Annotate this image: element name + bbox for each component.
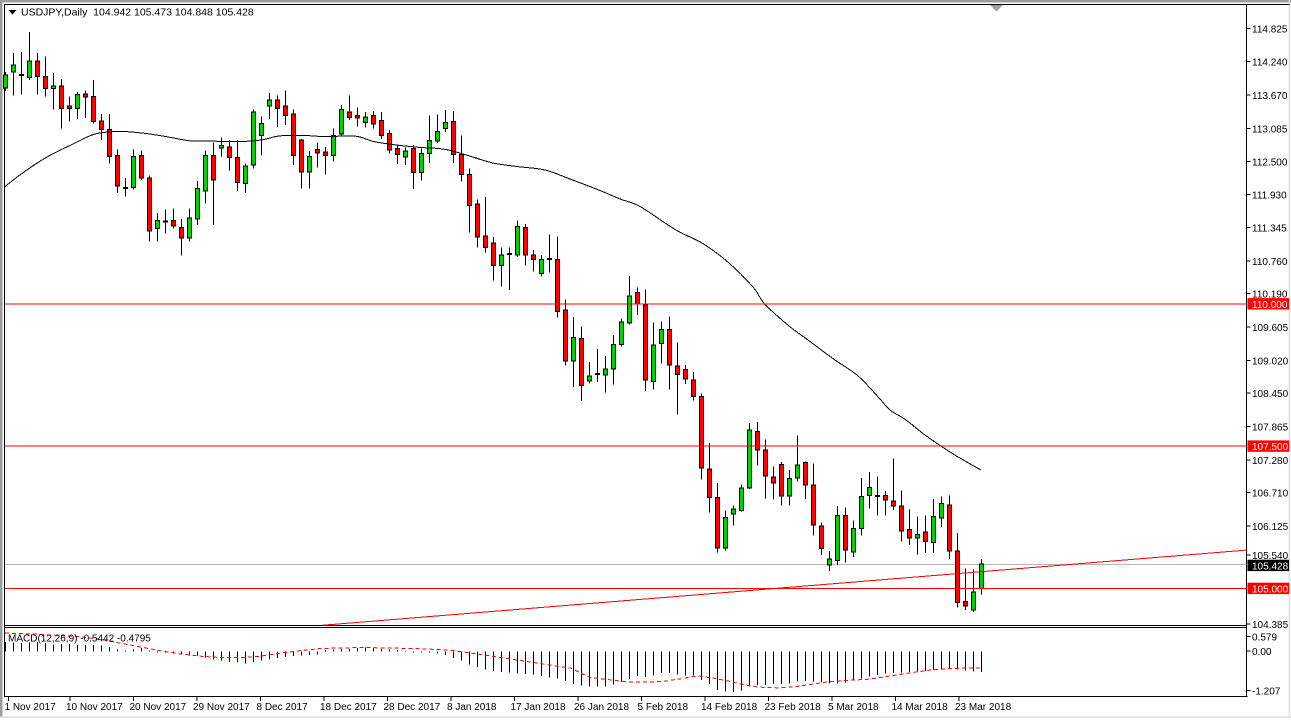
svg-text:0.579: 0.579 (1252, 632, 1277, 643)
svg-text:109.020: 109.020 (1252, 357, 1289, 368)
svg-text:107.500: 107.500 (1252, 442, 1289, 453)
svg-text:108.450: 108.450 (1252, 389, 1289, 400)
svg-text:20 Nov 2017: 20 Nov 2017 (130, 702, 187, 713)
svg-text:106.125: 106.125 (1252, 522, 1289, 533)
svg-text:109.605: 109.605 (1252, 323, 1289, 334)
svg-text:10 Nov 2017: 10 Nov 2017 (66, 702, 123, 713)
svg-text:110.190: 110.190 (1252, 290, 1288, 301)
svg-text:105.540: 105.540 (1252, 551, 1289, 562)
svg-text:14 Mar 2018: 14 Mar 2018 (892, 702, 949, 713)
svg-text:5 Mar 2018: 5 Mar 2018 (828, 702, 879, 713)
svg-text:107.280: 107.280 (1252, 456, 1289, 467)
svg-text:110.000: 110.000 (1252, 300, 1288, 311)
svg-text:23 Feb 2018: 23 Feb 2018 (765, 702, 822, 713)
svg-text:28 Dec 2017: 28 Dec 2017 (384, 702, 441, 713)
svg-text:105.428: 105.428 (1252, 561, 1289, 572)
svg-text:5 Feb 2018: 5 Feb 2018 (638, 702, 689, 713)
svg-text:8 Dec 2017: 8 Dec 2017 (257, 702, 309, 713)
svg-text:0.00: 0.00 (1252, 647, 1272, 658)
svg-text:113.085: 113.085 (1252, 124, 1288, 135)
svg-text:107.865: 107.865 (1252, 423, 1289, 434)
svg-text:105.000: 105.000 (1252, 584, 1289, 595)
svg-text:110.760: 110.760 (1252, 257, 1288, 268)
svg-text:1 Nov 2017: 1 Nov 2017 (5, 702, 57, 713)
svg-text:MACD(12,26,9) -0.5442 -0.4795: MACD(12,26,9) -0.5442 -0.4795 (8, 634, 151, 645)
svg-text:106.710: 106.710 (1252, 489, 1289, 500)
svg-text:112.500: 112.500 (1252, 158, 1288, 169)
svg-text:111.930: 111.930 (1252, 190, 1287, 201)
svg-text:114.240: 114.240 (1252, 58, 1288, 69)
svg-text:USDJPY,Daily 104.942 105.473: USDJPY,Daily 104.942 105.473 104.848 105… (21, 7, 254, 19)
svg-text:113.670: 113.670 (1252, 91, 1288, 102)
svg-text:-1.207: -1.207 (1252, 687, 1281, 698)
svg-text:14 Feb 2018: 14 Feb 2018 (701, 702, 758, 713)
svg-text:17 Jan 2018: 17 Jan 2018 (511, 702, 566, 713)
svg-text:18 Dec 2017: 18 Dec 2017 (320, 702, 377, 713)
svg-text:114.825: 114.825 (1252, 25, 1288, 36)
svg-text:8 Jan 2018: 8 Jan 2018 (447, 702, 497, 713)
svg-text:23 Mar 2018: 23 Mar 2018 (955, 702, 1012, 713)
svg-text:29 Nov 2017: 29 Nov 2017 (193, 702, 250, 713)
svg-text:26 Jan 2018: 26 Jan 2018 (574, 702, 629, 713)
svg-text:104.385: 104.385 (1252, 620, 1289, 631)
svg-text:111.345: 111.345 (1252, 224, 1287, 235)
